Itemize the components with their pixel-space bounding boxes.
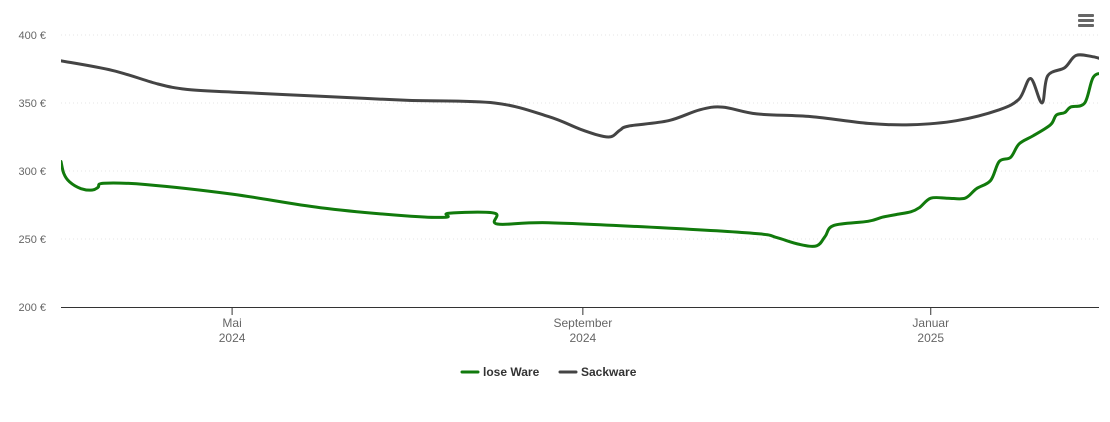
y-axis: 200 € 250 € 300 € 350 € 400 €: [18, 30, 46, 314]
menu-bar: [1078, 14, 1094, 17]
y-tick-label: 400 €: [18, 30, 46, 42]
x-tick-label-year: 2024: [219, 331, 246, 345]
legend[interactable]: lose Ware Sackware: [460, 365, 637, 379]
legend-label: lose Ware: [483, 365, 540, 379]
x-tick-label-month: September: [554, 316, 613, 330]
y-tick-label: 350 €: [18, 98, 46, 110]
x-tick-label-year: 2024: [570, 331, 597, 345]
series-line-sackware: [61, 53, 1099, 139]
hamburger-menu-icon[interactable]: [1074, 12, 1098, 32]
x-tick-label-month: Januar: [912, 316, 949, 330]
gridlines: [61, 34, 1099, 240]
y-tick-label: 300 €: [18, 166, 46, 178]
y-tick-label: 250 €: [18, 234, 46, 246]
y-tick-label: 200 €: [18, 302, 46, 314]
series-lines: [61, 53, 1099, 248]
legend-item-sackware[interactable]: Sackware: [558, 365, 637, 379]
series-line-lose-ware: [61, 72, 1099, 248]
menu-bar: [1078, 24, 1094, 27]
legend-item-lose-ware[interactable]: lose Ware: [460, 365, 540, 379]
x-tick-label-year: 2025: [917, 331, 944, 345]
menu-bar: [1078, 19, 1094, 22]
x-tick-label-month: Mai: [222, 316, 241, 330]
legend-label: Sackware: [581, 365, 637, 379]
